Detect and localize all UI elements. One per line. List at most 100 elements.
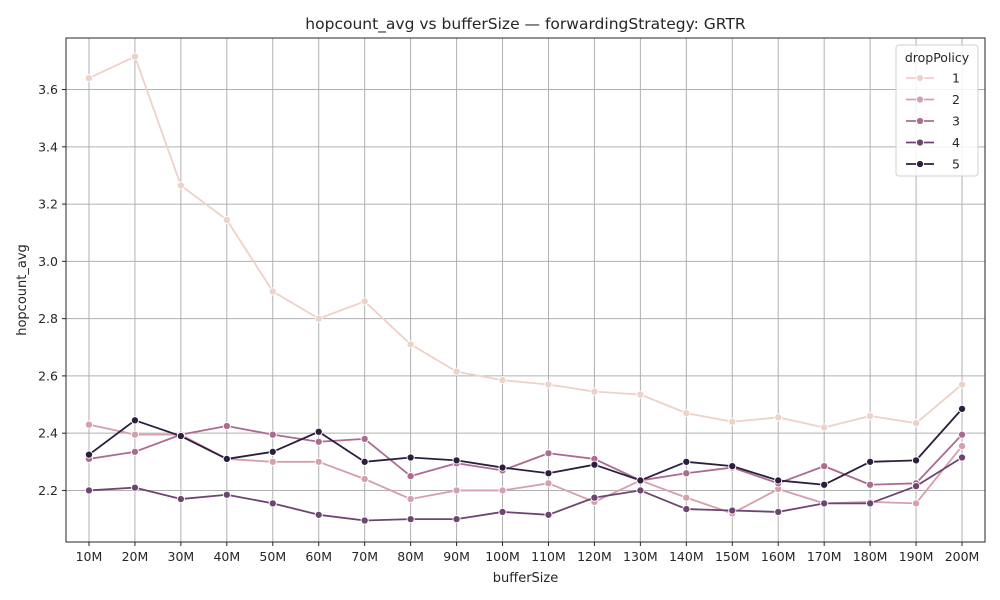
data-point	[314, 437, 323, 446]
x-tick-label: 160M	[761, 549, 796, 564]
grid	[66, 38, 985, 542]
x-tick-label: 40M	[213, 549, 240, 564]
data-point	[957, 380, 967, 389]
data-point	[130, 416, 139, 425]
data-point	[866, 480, 875, 489]
data-point	[544, 380, 553, 389]
series-line-4	[88, 456, 963, 522]
legend: dropPolicy 1 2 3 4 5	[895, 44, 979, 177]
legend-item-1: 1	[906, 71, 960, 86]
x-tick-label: 70M	[351, 549, 378, 564]
data-point	[360, 516, 369, 525]
data-point	[636, 476, 645, 485]
x-tick-label: 190M	[899, 549, 934, 564]
data-point	[590, 460, 599, 469]
x-tick-label: 90M	[443, 549, 470, 564]
data-point	[682, 457, 691, 466]
series-2	[84, 420, 967, 518]
data-point	[452, 456, 461, 465]
x-tick-label: 170M	[807, 549, 842, 564]
data-point	[957, 453, 967, 462]
y-tick-label: 3.6	[38, 82, 58, 97]
data-point	[84, 420, 94, 429]
legend-label: 1	[952, 71, 960, 86]
data-point	[498, 376, 507, 385]
data-point	[957, 430, 967, 439]
x-tick-label: 110M	[531, 549, 566, 564]
data-point	[498, 463, 507, 472]
data-point	[912, 456, 921, 465]
y-tick-label: 3.4	[38, 139, 58, 154]
legend-swatch-marker	[915, 95, 925, 104]
series-line-3	[88, 425, 963, 486]
data-point	[406, 472, 415, 481]
x-tick-label: 130M	[623, 549, 658, 564]
series-3	[84, 421, 967, 489]
data-point	[176, 431, 185, 441]
data-point	[590, 387, 599, 396]
y-tick-label: 3.2	[38, 197, 58, 212]
series-5	[84, 404, 967, 489]
y-tick-label: 2.4	[38, 426, 58, 441]
y-axis-ticks: 2.2 2.4 2.6 2.8 3.0 3.2 3.4 3.6	[38, 82, 66, 498]
data-point	[912, 419, 921, 428]
data-point	[728, 417, 737, 426]
x-tick-label: 200M	[945, 549, 980, 564]
data-point	[728, 462, 737, 471]
data-point	[360, 457, 369, 466]
series-line-2	[88, 423, 963, 515]
data-point	[636, 486, 645, 495]
data-point	[544, 479, 553, 488]
data-point	[176, 494, 185, 504]
data-point	[636, 390, 645, 399]
legend-label: 5	[952, 157, 960, 172]
data-point	[268, 499, 277, 508]
data-point	[820, 480, 829, 489]
legend-label: 2	[952, 92, 960, 107]
data-point	[222, 490, 231, 499]
x-tick-label: 80M	[397, 549, 424, 564]
y-tick-label: 2.6	[38, 368, 58, 383]
chart-title: hopcount_avg vs bufferSize — forwardingS…	[305, 15, 746, 34]
x-tick-label: 60M	[305, 549, 332, 564]
data-point	[820, 499, 829, 508]
data-point	[314, 510, 323, 519]
data-point	[406, 453, 415, 462]
data-point	[957, 442, 967, 451]
data-point	[222, 454, 231, 464]
data-point	[84, 74, 94, 83]
data-point	[544, 449, 553, 458]
x-tick-label: 50M	[259, 549, 286, 564]
y-tick-label: 2.8	[38, 311, 58, 326]
legend-label: 3	[952, 114, 960, 129]
x-tick-label: 120M	[577, 549, 612, 564]
legend-label: 4	[952, 135, 960, 150]
legend-swatch-marker	[915, 138, 925, 147]
data-point	[360, 474, 369, 484]
data-point	[774, 413, 783, 422]
legend-swatch-marker	[915, 116, 925, 126]
data-point	[820, 462, 829, 471]
series-line-1	[88, 55, 963, 429]
legend-swatch-marker	[915, 159, 925, 169]
data-point	[498, 486, 507, 495]
data-point	[682, 505, 691, 514]
data-point	[957, 404, 967, 413]
data-point	[222, 421, 231, 431]
data-point	[268, 287, 277, 296]
data-point	[130, 447, 139, 456]
y-tick-label: 3.0	[38, 254, 58, 269]
x-axis-ticks: 10M 20M 30M 40M 50M 60M 70M 80M 90M 100M 110M 120M 1…	[76, 542, 980, 564]
legend-item-5: 5	[906, 157, 960, 172]
data-point	[866, 499, 875, 508]
x-axis-label: bufferSize	[493, 571, 558, 586]
series-line-5	[88, 408, 963, 486]
data-point	[452, 367, 461, 376]
data-point	[590, 493, 599, 502]
data-point	[406, 340, 415, 349]
data-point	[728, 506, 737, 515]
data-point	[498, 507, 507, 516]
data-point	[866, 411, 875, 421]
x-tick-label: 10M	[76, 549, 103, 564]
